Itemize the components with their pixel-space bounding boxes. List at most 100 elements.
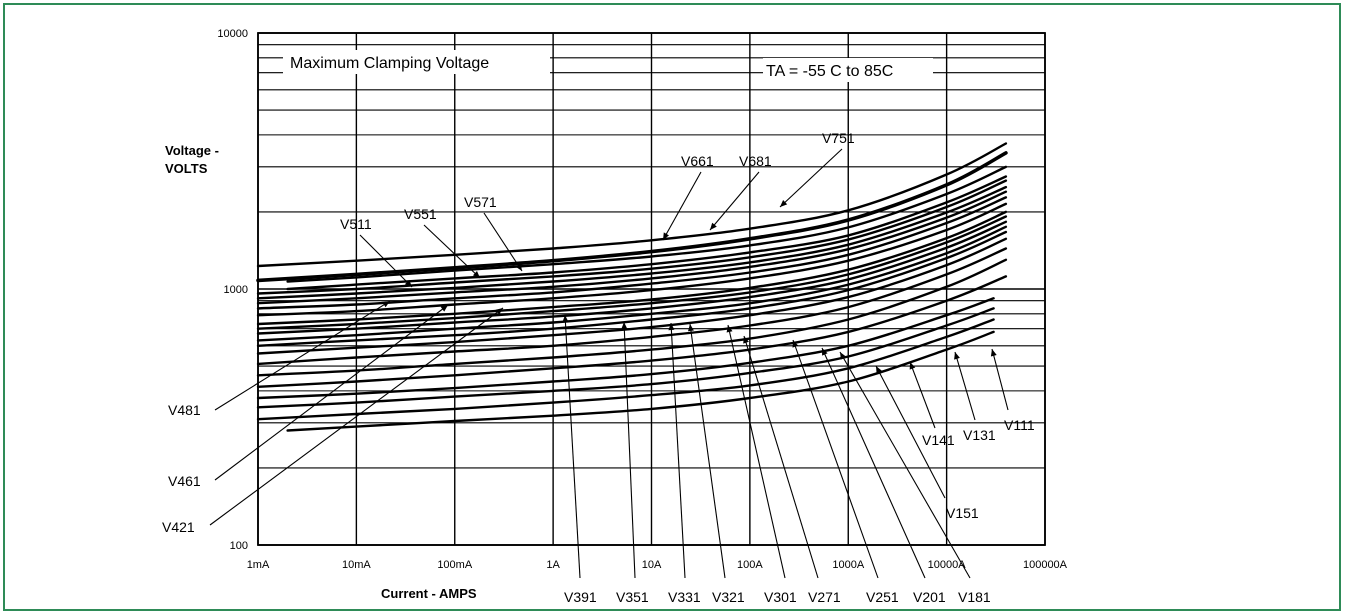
leader-v111	[991, 348, 1009, 411]
y-tick-label: 10000	[217, 28, 248, 40]
curve-v321	[256, 225, 1008, 342]
leader-v751	[779, 148, 843, 208]
curve-v301	[256, 230, 1008, 347]
leader-v551	[423, 224, 481, 279]
leader-v251	[792, 339, 879, 579]
curve-v751	[256, 142, 1008, 268]
leader-v421	[209, 307, 504, 526]
x-tick-label: 1mA	[247, 559, 270, 571]
x-tick-label: 10mA	[342, 559, 371, 571]
y-axis-label-line1: Voltage -	[165, 143, 219, 158]
arrowhead-v661	[663, 232, 669, 240]
series-label-v681: V681	[739, 153, 772, 169]
arrowhead-v271	[743, 336, 749, 344]
x-tick-label: 1000A	[832, 559, 864, 571]
series-label-v421: V421	[162, 519, 195, 535]
y-axis-label-line2: VOLTS	[165, 161, 208, 176]
leader-v511	[359, 234, 413, 288]
leader-v391	[564, 314, 581, 579]
series-label-v391: V391	[564, 589, 597, 605]
curve-v351	[256, 215, 1008, 330]
curve-v111	[286, 330, 995, 432]
arrowhead-v201	[822, 348, 828, 356]
leader-v271	[743, 335, 819, 579]
curve-v271	[256, 237, 1008, 355]
arrowhead-v151	[876, 366, 882, 374]
leader-v151	[875, 365, 946, 499]
arrowhead-v481	[382, 301, 390, 308]
series-label-v331: V331	[668, 589, 701, 605]
series-label-v461: V461	[168, 473, 201, 489]
x-tick-label: 10A	[642, 559, 662, 571]
arrowhead-v461	[440, 305, 448, 312]
leader-v481	[214, 300, 391, 411]
leader-v131	[954, 351, 976, 421]
x-tick-label: 100A	[737, 559, 763, 571]
x-axis-label: Current - AMPS	[381, 586, 477, 601]
leader-v681	[709, 171, 760, 231]
series-label-v271: V271	[808, 589, 841, 605]
series-label-v181: V181	[958, 589, 991, 605]
leader-v321	[689, 323, 726, 579]
x-tick-label: 100000A	[1023, 559, 1068, 571]
curve-v571	[286, 175, 1008, 291]
series-label-v551: V551	[404, 206, 437, 222]
temperature-annotation: TA = -55 C to 85C	[766, 63, 893, 80]
y-tick-label: 1000	[224, 284, 248, 296]
curve-v551	[256, 179, 1008, 295]
series-label-v151: V151	[946, 505, 979, 521]
leader-v661	[662, 171, 702, 241]
curve-v331	[256, 220, 1008, 335]
series-label-v481: V481	[168, 402, 201, 418]
leader-v181	[839, 351, 971, 579]
series-label-v511: V511	[340, 216, 372, 232]
leader-v201	[821, 347, 926, 579]
arrowhead-v351	[621, 322, 628, 330]
curve-v141	[256, 307, 995, 409]
curve-v391	[256, 210, 1008, 326]
tick-labels: 1mA 10mA 100mA 1A 10A 100A 1000A 10000A 100000A 1…	[217, 28, 1067, 571]
curve-v681	[256, 151, 1008, 283]
arrowhead-v421	[495, 308, 503, 315]
series-label-v751: V751	[822, 130, 855, 146]
series-labels: V751 V681 V661 V571 V551 V511 V481 V461 V421 V391…	[162, 130, 1035, 605]
x-tick-label: 10000A	[928, 559, 967, 571]
arrowhead-v751	[780, 200, 788, 207]
leader-lines	[209, 148, 1009, 579]
arrowhead-v551	[472, 271, 480, 278]
title-box-bg	[283, 50, 550, 74]
arrowhead-v251	[792, 340, 799, 348]
arrowhead-v391	[562, 315, 569, 323]
curve-v661	[286, 165, 1008, 283]
arrowhead-v141	[909, 362, 916, 370]
leader-v331	[670, 322, 686, 579]
series-label-v131: V131	[963, 427, 996, 443]
curve-v251	[256, 247, 1008, 366]
annotation-box-bg	[763, 58, 933, 82]
series-label-v111: V111	[1004, 417, 1035, 433]
arrowhead-v511	[404, 279, 412, 287]
series-label-v351: V351	[616, 589, 649, 605]
leader-v461	[214, 304, 449, 481]
arrowhead-v331	[668, 323, 675, 331]
arrowhead-v571	[515, 263, 522, 271]
leader-v301	[727, 324, 786, 579]
arrowhead-v681	[710, 222, 717, 230]
arrowhead-v111	[990, 349, 997, 357]
curve-v181	[256, 275, 1008, 388]
curves	[256, 142, 1008, 432]
curve-v481	[256, 190, 1008, 305]
arrowhead-v321	[688, 324, 694, 332]
y-tick-label: 100	[230, 540, 248, 552]
x-tick-label: 1A	[546, 559, 560, 571]
leader-v141	[909, 361, 936, 429]
series-label-v201: V201	[913, 589, 946, 605]
curve-v151	[256, 297, 995, 400]
arrowhead-v301	[726, 325, 733, 333]
series-label-v301: V301	[764, 589, 797, 605]
leader-v351	[623, 321, 636, 579]
series-label-v661: V661	[681, 153, 714, 169]
x-tick-label: 100mA	[437, 559, 473, 571]
series-label-v571: V571	[464, 194, 497, 210]
